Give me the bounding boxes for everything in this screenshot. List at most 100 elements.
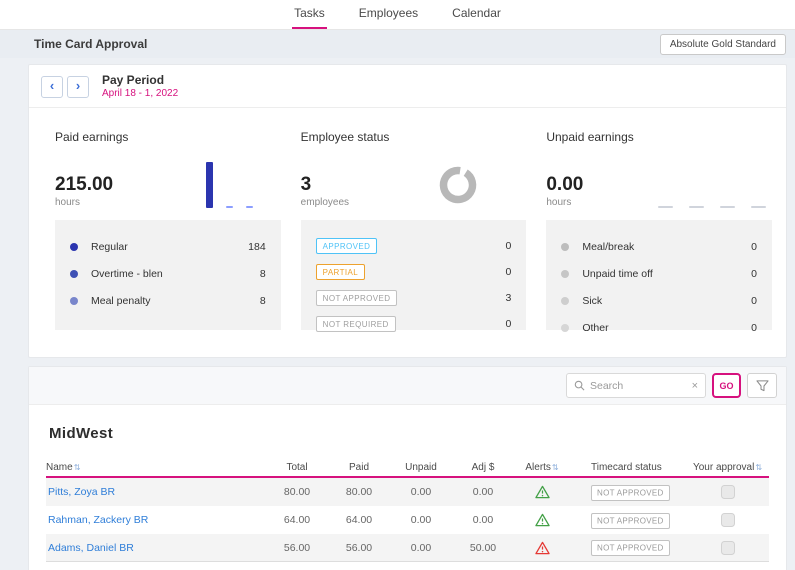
tab-tasks[interactable]: Tasks <box>292 6 327 29</box>
chevron-left-icon: ‹ <box>49 78 55 94</box>
pay-period-range: April 18 - 1, 2022 <box>102 87 179 99</box>
sort-icon: ⇅ <box>755 462 763 472</box>
alert-warning-icon[interactable] <box>514 513 570 527</box>
table-row: Pitts, Zoya BR 80.00 80.00 0.00 0.00 NOT… <box>46 478 769 506</box>
mini-bar <box>205 162 213 209</box>
mini-bar <box>658 205 674 209</box>
summary-panel: ‹ › Pay Period April 18 - 1, 2022 Paid e… <box>28 64 787 358</box>
status-legend-item: APPROVED 0 <box>315 233 511 259</box>
page-header: Time Card Approval Absolute Gold Standar… <box>0 30 795 58</box>
approval-checkbox[interactable] <box>720 540 735 555</box>
other-dot-icon <box>561 323 570 332</box>
search-box: × <box>566 373 706 398</box>
clear-search-icon[interactable]: × <box>691 379 698 392</box>
column-header-your-approval[interactable]: Your approval ⇅ <box>692 461 763 473</box>
employee-name-link[interactable]: Rahman, Zackery BR <box>48 514 149 526</box>
employee-table: Name ⇅ Total Paid Unpaid Adj $ Alerts ⇅ … <box>46 458 769 562</box>
not-approved-badge: NOT APPROVED <box>315 290 398 307</box>
partial-badge: PARTIAL <box>315 264 366 281</box>
column-header-unpaid: Unpaid <box>405 461 437 473</box>
mini-bar <box>225 205 233 209</box>
overtime-dot-icon <box>70 269 78 278</box>
employee-count-value: 3 <box>300 174 312 196</box>
column-header-adj: Adj $ <box>471 461 495 473</box>
employee-list-panel: × GO MidWest Name ⇅ Total Paid Unpaid Ad… <box>28 366 787 570</box>
regular-dot-icon <box>70 242 78 251</box>
search-go-button[interactable]: GO <box>712 373 741 398</box>
employee-status-legend: APPROVED 0 PARTIAL 0 NOT APPROVED 3 <box>300 220 527 333</box>
paid-earnings-bar-chart <box>205 158 253 209</box>
meal-penalty-dot-icon <box>70 296 78 305</box>
status-legend-item: NOT APPROVED 3 <box>315 285 511 311</box>
sort-icon: ⇅ <box>73 462 81 472</box>
unpaid-time-off-dot-icon <box>561 269 570 278</box>
legend-item: Regular 184 <box>70 233 266 260</box>
unpaid-earnings-title: Unpaid earnings <box>546 130 634 145</box>
timecard-status-badge: NOT APPROVED <box>591 540 670 556</box>
table-row: Rahman, Zackery BR 64.00 64.00 0.00 0.00… <box>46 506 769 534</box>
legend-item: Sick 0 <box>561 287 757 314</box>
tab-calendar[interactable]: Calendar <box>452 6 501 20</box>
employee-name-link[interactable]: Pitts, Zoya BR <box>48 486 116 498</box>
search-icon <box>574 380 585 391</box>
legend-item: Unpaid time off 0 <box>561 260 757 287</box>
legend-item: Meal penalty 8 <box>70 287 266 314</box>
unpaid-earnings-card: Unpaid earnings 0.00 hours Meal/break 0 <box>546 130 773 334</box>
sort-icon: ⇅ <box>551 462 559 472</box>
mini-bar <box>751 205 767 209</box>
unpaid-earnings-legend: Meal/break 0 Unpaid time off 0 Sick 0 <box>546 220 773 334</box>
employee-count-unit: employees <box>300 197 350 209</box>
employee-status-title: Employee status <box>300 130 390 145</box>
approved-badge: APPROVED <box>315 238 378 255</box>
approval-checkbox[interactable] <box>720 513 735 527</box>
employee-status-donut-chart <box>438 165 478 208</box>
paid-earnings-unit: hours <box>55 197 81 209</box>
paid-earnings-value: 215.00 <box>55 174 114 196</box>
pay-period-label: Pay Period <box>102 73 165 87</box>
summary-cards: Paid earnings 215.00 hours Regular 184 <box>29 108 786 334</box>
top-navigation: Tasks Employees Calendar <box>0 0 795 30</box>
column-header-timecard-status: Timecard status <box>591 461 662 473</box>
pay-period-text: Pay Period April 18 - 1, 2022 <box>102 73 179 99</box>
content: ‹ › Pay Period April 18 - 1, 2022 Paid e… <box>0 58 795 570</box>
alert-warning-icon[interactable] <box>514 485 570 499</box>
mini-bar <box>245 205 253 209</box>
column-header-alerts[interactable]: Alerts ⇅ <box>525 461 559 473</box>
legend-item: Other 0 <box>561 314 757 341</box>
search-input[interactable] <box>590 379 687 392</box>
group-title: MidWest <box>49 425 114 442</box>
pay-period-next-button[interactable]: › <box>67 75 89 98</box>
unpaid-earnings-value: 0.00 <box>546 174 584 196</box>
paid-earnings-legend: Regular 184 Overtime - blen 8 Meal penal… <box>55 220 281 331</box>
status-legend-item: PARTIAL 0 <box>315 259 511 285</box>
employee-name-link[interactable]: Adams, Daniel BR <box>48 541 134 554</box>
absolute-gold-standard-button[interactable]: Absolute Gold Standard <box>659 33 786 55</box>
page-title: Time Card Approval <box>34 37 148 51</box>
pay-period-prev-button[interactable]: ‹ <box>41 75 63 98</box>
legend-item: Meal/break 0 <box>561 233 757 260</box>
column-header-total: Total <box>286 461 308 473</box>
mini-bar <box>689 205 705 209</box>
employee-status-card: Employee status 3 employees APPROVED <box>300 130 527 333</box>
unpaid-earnings-unit: hours <box>546 197 572 209</box>
timecard-status-badge: NOT APPROVED <box>591 512 670 529</box>
paid-earnings-card: Paid earnings 215.00 hours Regular 184 <box>55 130 281 331</box>
meal-break-dot-icon <box>561 242 570 251</box>
mini-bar <box>720 205 736 209</box>
sick-dot-icon <box>561 296 570 305</box>
status-legend-item: NOT REQUIRED 0 <box>315 311 511 337</box>
legend-item: Overtime - blen 8 <box>70 260 266 287</box>
alert-warning-icon[interactable] <box>514 541 570 555</box>
column-header-name[interactable]: Name ⇅ <box>46 461 81 473</box>
approval-checkbox[interactable] <box>720 485 735 499</box>
approve-row: APPROVE 3 <box>29 562 786 570</box>
column-header-paid: Paid <box>348 461 369 473</box>
timecard-status-badge: NOT APPROVED <box>591 484 670 501</box>
table-header: Name ⇅ Total Paid Unpaid Adj $ Alerts ⇅ … <box>46 458 769 478</box>
filter-button[interactable] <box>747 373 777 398</box>
tab-employees[interactable]: Employees <box>358 6 419 20</box>
not-required-badge: NOT REQUIRED <box>315 316 396 333</box>
pay-period-row: ‹ › Pay Period April 18 - 1, 2022 <box>29 65 786 109</box>
table-row: Adams, Daniel BR 56.00 56.00 0.00 50.00 … <box>46 534 769 562</box>
search-row: × GO <box>29 367 786 405</box>
